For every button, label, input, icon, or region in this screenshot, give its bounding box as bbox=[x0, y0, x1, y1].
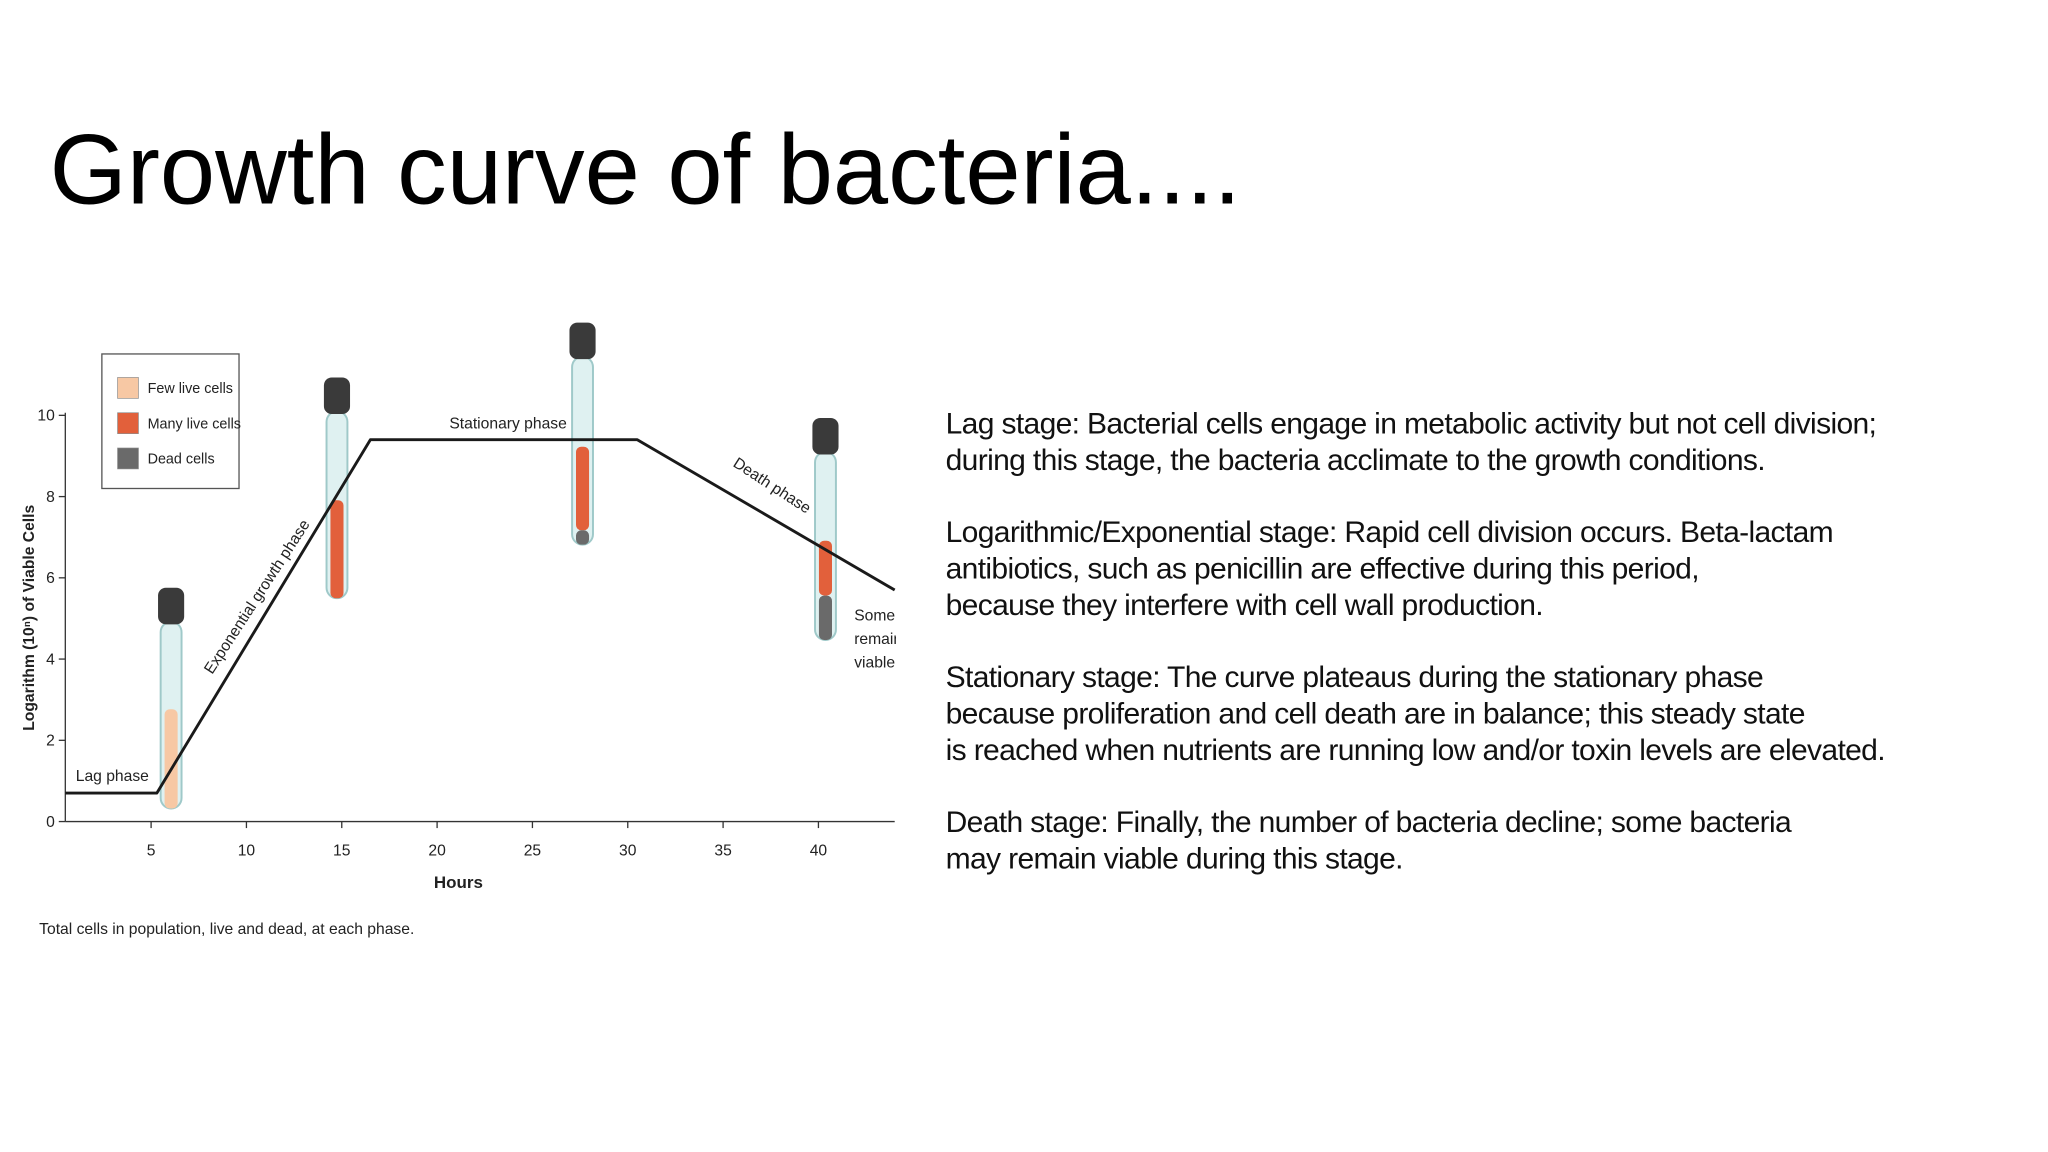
slide-title: Growth curve of bacteria.... bbox=[50, 115, 1242, 226]
legend-label: Dead cells bbox=[148, 452, 215, 468]
y-tick-label: 0 bbox=[46, 814, 55, 831]
y-tick-label: 2 bbox=[46, 733, 55, 750]
paragraph-line: may remain viable during this stage. bbox=[946, 843, 1403, 876]
x-tick-label: 15 bbox=[333, 843, 351, 860]
paragraph-line: because proliferation and cell death are… bbox=[946, 698, 1805, 731]
x-axis-label: Hours bbox=[434, 873, 483, 892]
caption: Total cells in population, live and dead… bbox=[39, 921, 414, 938]
tube-cap bbox=[569, 322, 596, 360]
x-tick-label: 30 bbox=[619, 843, 637, 860]
tube-content bbox=[164, 709, 178, 809]
chart: 0 2 4 6 8 10 5 10 15 20 25 30 35 40 Hours Logarithm (10… bbox=[21, 322, 902, 938]
tube-content bbox=[576, 530, 590, 545]
side-note: remain bbox=[854, 631, 902, 648]
phase-label: Stationary phase bbox=[449, 415, 567, 432]
x-tick-label: 25 bbox=[524, 843, 542, 860]
paragraph-line: antibiotics, such as penicillin are effe… bbox=[946, 553, 1699, 586]
x-tick-label: 35 bbox=[714, 843, 732, 860]
phase-label: Exponential growth phase bbox=[201, 517, 314, 678]
paragraph-line: is reached when nutrients are running lo… bbox=[946, 734, 1885, 767]
paragraph-line: Death stage: Finally, the number of bact… bbox=[946, 806, 1792, 839]
paragraph-line: Stationary stage: The curve plateaus dur… bbox=[946, 661, 1763, 694]
side-note: viable. bbox=[854, 654, 899, 671]
text-block: Lag stage: Bacterial cells engage in met… bbox=[946, 408, 1886, 876]
tube-cap bbox=[158, 587, 185, 625]
legend-label: Few live cells bbox=[148, 381, 233, 397]
tube-content bbox=[818, 595, 832, 640]
paragraph-line: because they interfere with cell wall pr… bbox=[946, 589, 1543, 622]
x-tick-label: 40 bbox=[810, 843, 828, 860]
tube-content bbox=[330, 500, 344, 599]
growth-curve bbox=[65, 438, 896, 795]
tube-content bbox=[818, 540, 832, 596]
tube-content bbox=[576, 446, 590, 531]
legend-swatch bbox=[117, 447, 139, 470]
x-tick-label: 10 bbox=[238, 843, 256, 860]
y-tick-label: 6 bbox=[46, 570, 55, 587]
y-tick-label: 10 bbox=[37, 408, 55, 425]
legend-swatch bbox=[117, 377, 139, 399]
side-note: Some bbox=[854, 607, 895, 624]
y-axis-label: Logarithm (10ⁿ) of Viable Cells bbox=[21, 504, 38, 730]
x-tick-label: 5 bbox=[147, 843, 156, 860]
phase-label: Lag phase bbox=[76, 768, 149, 785]
tube-cap bbox=[812, 417, 839, 455]
x-tick-label: 20 bbox=[428, 843, 446, 860]
paragraph-line: Lag stage: Bacterial cells engage in met… bbox=[946, 408, 1877, 441]
legend-swatch bbox=[117, 412, 139, 434]
tube-cap bbox=[323, 377, 351, 415]
paragraph-line: during this stage, the bacteria acclimat… bbox=[946, 444, 1765, 477]
y-tick-label: 8 bbox=[46, 489, 55, 506]
legend-label: Many live cells bbox=[148, 416, 241, 432]
y-tick-label: 4 bbox=[46, 651, 55, 668]
paragraph-line: Logarithmic/Exponential stage: Rapid cel… bbox=[946, 516, 1833, 549]
phase-label: Death phase bbox=[730, 455, 814, 518]
